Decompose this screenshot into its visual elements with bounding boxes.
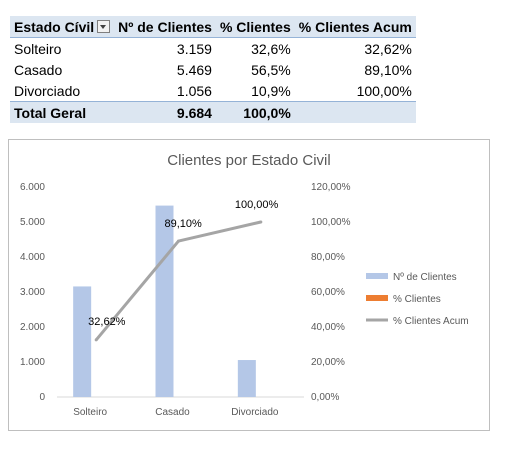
total-n-clientes: 9.684 [114,101,216,123]
table-row: Solteiro 3.159 32,6% 32,62% [10,38,416,60]
y-right-tick-label: 60,00% [311,287,345,298]
filter-dropdown-icon[interactable] [97,20,111,34]
cell-pct: 56,5% [251,61,291,78]
legend-label: % Clientes [393,294,441,305]
pivot-header-row: Estado Cívil Nº de Clientes % Clientes %… [10,16,416,38]
pivot-table: Estado Cívil Nº de Clientes % Clientes %… [10,16,416,123]
y-left-tick-label: 6.000 [20,182,45,193]
x-tick-label: Solteiro [73,407,107,418]
legend-label: % Clientes Acum [393,316,469,327]
y-right-tick-label: 100,00% [311,217,351,228]
bar-divorciado [237,360,256,397]
y-left-tick-label: 0 [39,392,45,403]
y-right-tick-label: 40,00% [311,322,345,333]
total-row: Total Geral 9.684 100,0% [10,101,416,123]
chart-area[interactable]: Clientes por Estado Civil 0 1.000 2.000 3.0… [8,139,490,431]
y-left-tick-label: 2.000 [20,322,45,333]
total-pct: 100,0% [215,101,295,123]
header-pct-clientes-acum: % Clientes Acum [294,16,416,38]
table-row: Divorciado 1.056 10,9% 100,00% [10,80,416,102]
combo-chart: Clientes por Estado Civil 0 1.000 2.000 3.0… [20,152,469,418]
cell-pct: 10,9% [251,82,291,99]
cell-pct-acum: 100,00% [356,82,412,99]
plot-area: 0 1.000 2.000 3.000 4.000 5.000 6.000 0,00% 20,0… [20,182,351,418]
cell-estado: Solteiro [14,40,62,57]
cell-n-clientes: 5.469 [176,61,212,78]
legend-swatch [366,273,388,279]
total-label: Total Geral [10,101,115,123]
header-estado-civil[interactable]: Estado Cívil [10,16,115,38]
legend-swatch [366,295,388,301]
cell-n-clientes: 3.159 [176,40,212,57]
bar-casado [155,205,174,397]
line-point [177,239,180,243]
y-right-tick-label: 80,00% [311,252,345,263]
cell-estado: Divorciado [14,82,81,99]
y-right-tick-label: 120,00% [311,182,351,193]
cell-pct-acum: 32,62% [364,40,412,57]
chart-legend: Nº de Clientes % Clientes % Clientes Acum [366,272,469,327]
cell-estado: Casado [14,61,63,78]
cell-pct-acum: 89,10% [364,61,412,78]
x-tick-label: Casado [155,407,190,418]
header-n-clientes: Nº de Clientes [114,16,216,38]
table-row: Casado 5.469 56,5% 89,10% [10,59,416,80]
y-left-tick-label: 1.000 [20,357,45,368]
cell-n-clientes: 1.056 [176,82,212,99]
y-left-tick-label: 3.000 [20,287,45,298]
total-pct-acum [294,101,416,123]
data-label: 100,00% [235,199,279,211]
header-estado-civil-label: Estado Cívil [14,18,95,35]
line-point [259,220,263,224]
chart-title: Clientes por Estado Civil [167,152,330,169]
x-tick-label: Divorciado [231,407,279,418]
cell-pct: 32,6% [251,40,291,57]
legend-label: Nº de Clientes [393,272,457,283]
data-label: 32,62% [88,316,126,328]
y-right-tick-label: 0,00% [311,392,339,403]
y-left-tick-label: 5.000 [20,217,45,228]
data-label: 89,10% [165,218,203,230]
y-right-tick-label: 20,00% [311,357,345,368]
line-point [94,338,98,342]
y-left-tick-label: 4.000 [20,252,45,263]
header-pct-clientes: % Clientes [215,16,295,38]
bar-solteiro [73,286,92,397]
